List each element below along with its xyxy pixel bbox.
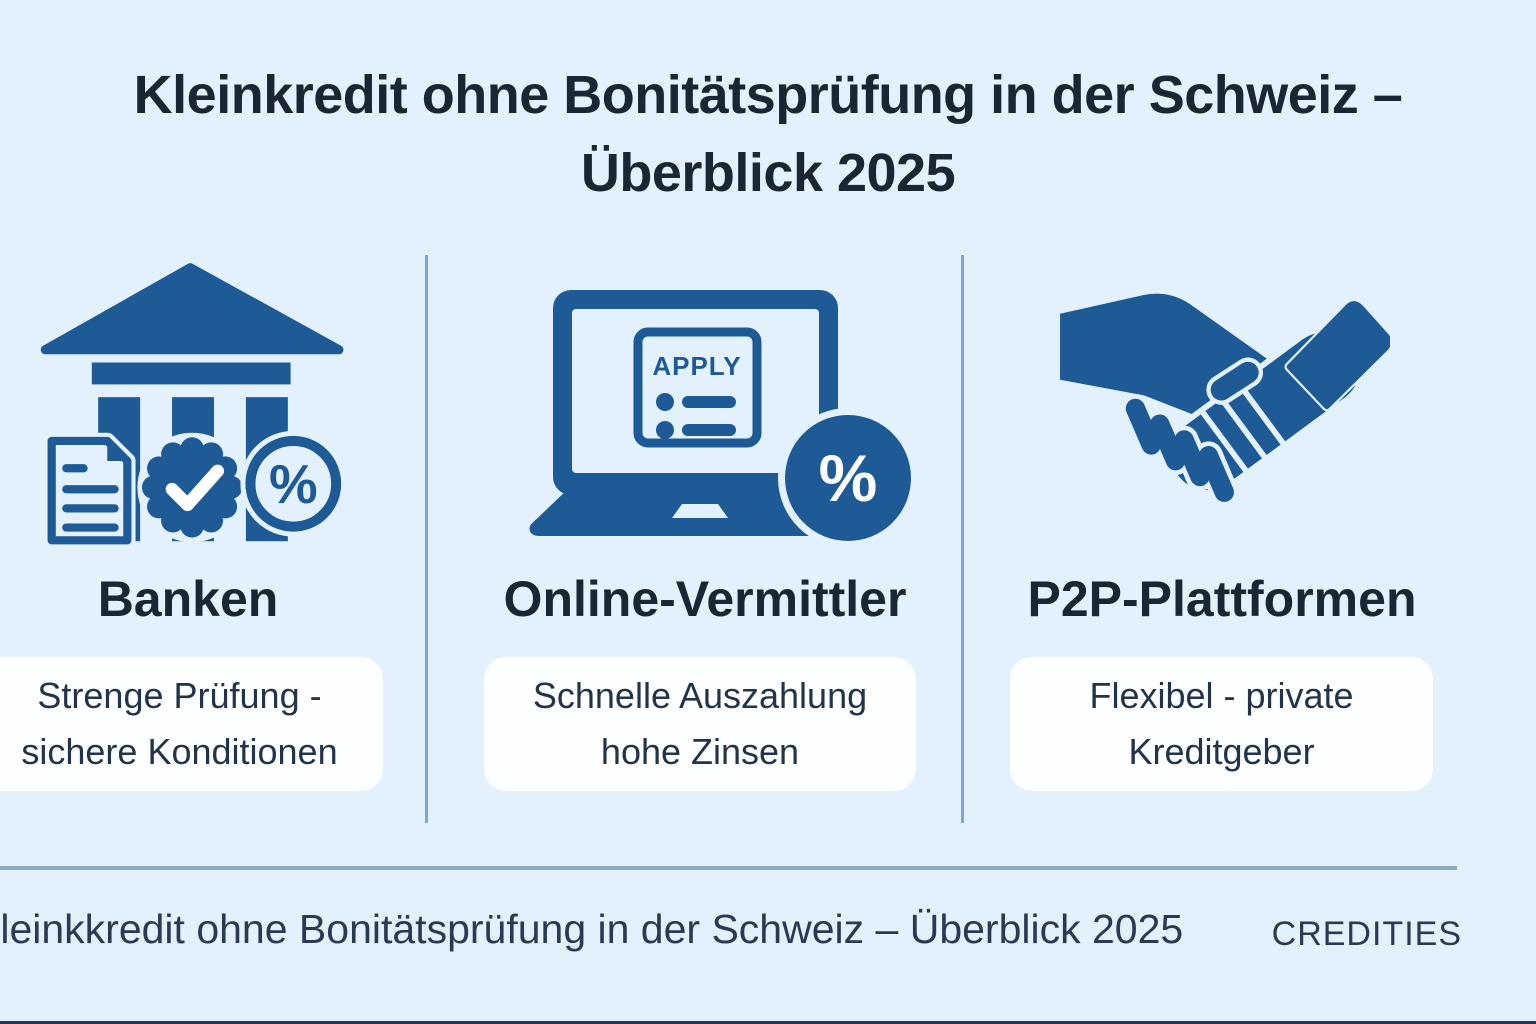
column-heading-p2p-plattformen: P2P-Plattformen	[1027, 571, 1417, 627]
footer-divider-line	[0, 866, 1457, 870]
brand-logo-text: CREDITIES	[1271, 915, 1462, 953]
column-heading-online-vermittler: Online-Vermittler	[503, 571, 907, 627]
description-text: Strenge Prüfung - sichere Konditionen	[21, 675, 338, 772]
description-card-banken: Strenge Prüfung - sichere Konditionen	[0, 657, 383, 791]
percent-circle-icon: %	[778, 408, 918, 548]
handshake-icon	[1060, 293, 1390, 503]
description-text: Schnelle Auszahlung hohe Zinsen	[532, 675, 868, 772]
description-card-online-vermittler: Schnelle Auszahlung hohe Zinsen	[484, 657, 916, 791]
footer-caption: Kleinkkredit ohne Bonitätsprüfung in der…	[0, 906, 1184, 952]
apply-form-label: APPLY	[652, 351, 741, 381]
column-heading-banken: Banken	[97, 571, 279, 627]
percent-symbol: %	[819, 441, 878, 515]
column-divider-left	[425, 255, 428, 823]
description-card-p2p-plattformen: Flexibel - private Kreditgeber	[1010, 657, 1433, 791]
bank-building-document-seal-percent-icon: %	[40, 263, 347, 549]
column-divider-right	[961, 255, 964, 823]
description-text: Flexibel - private Kreditgeber	[1089, 675, 1354, 772]
page-title-line1: Kleinkredit ohne Bonitätsprüfung in der …	[133, 65, 1403, 125]
checkmark-icon	[165, 464, 224, 512]
page-title: Kleinkredit ohne Bonitätsprüfung in der …	[0, 56, 1536, 212]
page-title-line2: Überblick 2025	[580, 143, 956, 203]
laptop-apply-form-percent-icon: APPLY %	[529, 290, 918, 548]
bottom-edge-bar	[0, 1021, 1536, 1024]
percent-ring-icon: %	[240, 430, 347, 537]
percent-symbol: %	[269, 453, 318, 515]
